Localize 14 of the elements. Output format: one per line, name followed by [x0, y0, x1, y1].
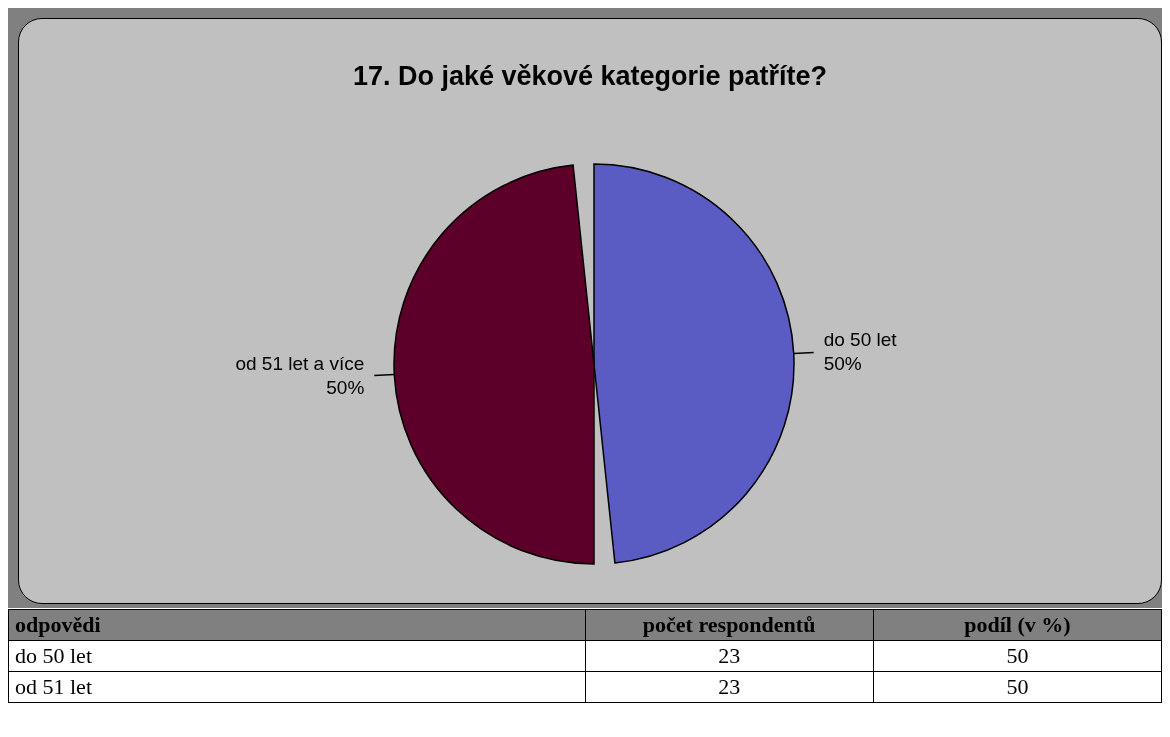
- chart-title: 17. Do jaké věkové kategorie patříte?: [351, 60, 829, 92]
- text: počet respondentů: [585, 609, 874, 641]
- slice-label: do 50 let: [823, 328, 898, 350]
- text: 50: [873, 671, 1162, 703]
- text: od 51 let: [8, 671, 585, 703]
- text: do 50 let: [8, 640, 585, 672]
- data-label: 50%: [326, 377, 365, 399]
- text: 23: [585, 640, 874, 672]
- text: 50: [873, 640, 1162, 672]
- text: podíl (v %): [873, 609, 1162, 641]
- text: 23: [585, 671, 874, 703]
- text: odpovědi: [8, 609, 585, 641]
- data-label: 50%: [823, 352, 862, 374]
- slice-label: od 51 let a více: [235, 353, 365, 375]
